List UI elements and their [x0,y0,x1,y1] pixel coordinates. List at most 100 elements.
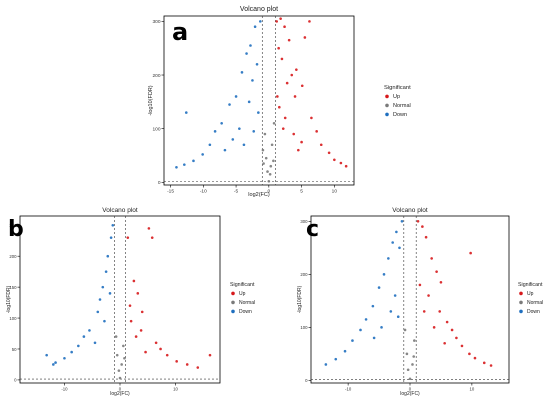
legend-marker-normal [519,300,523,305]
point-up [279,17,282,20]
point-up [287,38,291,42]
point-up [283,25,286,29]
point-down [108,292,112,295]
point-up [427,294,430,297]
x-tick-label: 0 [409,387,412,392]
y-tick-label: 250 [9,223,17,228]
x-tick-label: -15 [167,189,174,195]
point-up [126,236,130,239]
point-down [395,230,398,234]
point-up [344,164,348,168]
point-down [231,138,235,141]
legend-entry-up: Up [527,291,534,297]
point-up [280,57,284,61]
x-tick-label: 0 [267,189,270,195]
point-down [398,246,401,250]
legend-marker-up [385,94,389,99]
point-up [277,46,280,50]
x-axis-label: log2(FC) [400,391,420,397]
point-down [70,350,73,354]
point-up [469,251,472,255]
point-up [327,151,331,155]
point-up [310,116,313,120]
point-normal [269,164,273,168]
point-down [208,143,212,147]
point-down [192,159,195,163]
point-up [132,279,136,283]
point-up [422,310,426,313]
legend-marker-down [231,309,235,314]
point-normal [268,172,272,176]
point-normal [261,148,265,152]
point-up [421,225,424,228]
panel-letter: c [306,217,319,242]
point-normal [264,156,268,160]
point-normal [122,344,125,348]
point-normal [412,355,416,358]
point-down [387,257,390,260]
point-down [351,339,354,342]
point-up [147,227,151,230]
y-tick-label: 200 [9,254,17,259]
point-normal [272,122,276,125]
point-normal [411,363,414,366]
point-down [238,127,241,130]
point-up [293,95,297,98]
point-up [140,310,144,314]
point-normal [123,356,126,360]
legend-entry-down: Down [239,309,252,315]
point-up [443,341,446,345]
panel-letter: b [8,217,24,242]
point-normal [262,162,265,165]
point-normal [272,159,275,163]
point-down [255,62,259,66]
point-up [315,130,318,133]
point-up [278,105,281,109]
point-up [424,235,428,239]
point-normal [406,368,410,372]
point-up [308,20,311,23]
point-up [430,257,433,260]
y-tick-label: 200 [300,272,308,277]
point-down [324,363,328,366]
point-up [128,304,132,307]
point-down [223,148,227,152]
point-up [196,366,200,369]
point-down [101,285,105,289]
point-up [275,20,278,23]
plot-frame [163,15,355,186]
point-down [343,349,347,353]
point-up [139,329,143,332]
legend-marker-down [519,309,523,314]
point-up [290,73,294,77]
legend-entry-down: Down [527,309,540,315]
point-normal [270,143,274,147]
plot-frame [19,215,221,384]
point-up [185,363,189,366]
point-down [220,122,223,125]
point-down [242,143,246,147]
x-tick-label: 10 [332,189,338,195]
x-tick-label: -5 [234,189,239,195]
point-down [183,163,186,166]
point-down [377,286,381,289]
legend-entry-up: Up [393,94,400,100]
point-up [473,356,477,360]
point-down [175,165,178,169]
y-tick-label: 100 [300,325,308,330]
point-normal [263,132,267,136]
y-axis-label: -log10(FDR) [148,85,154,115]
point-up [208,353,212,357]
point-down [393,294,397,297]
x-tick-label: -10 [345,387,352,392]
point-up [439,280,443,284]
point-up [303,36,307,39]
point-down [380,326,383,329]
point-up [482,361,486,365]
point-up [276,95,279,98]
x-tick-label: -10 [61,387,68,392]
point-up [295,68,298,71]
point-up [175,360,178,363]
